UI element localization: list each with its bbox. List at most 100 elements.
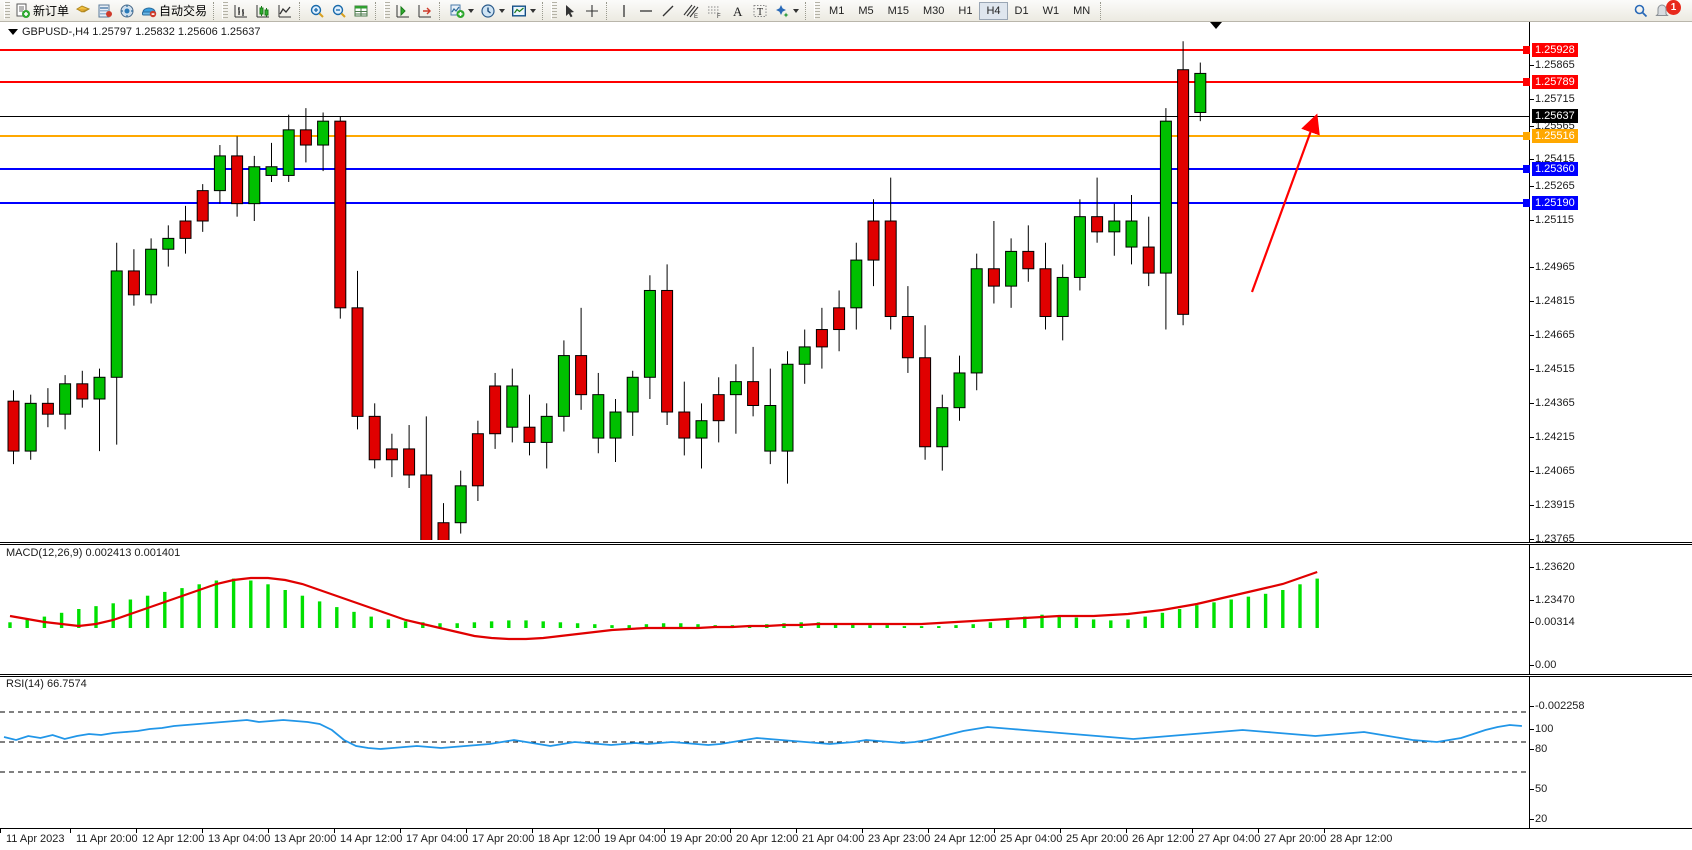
toolbar-separator-7 <box>805 1 809 20</box>
autoscroll-button[interactable] <box>392 1 414 21</box>
timeframe-h4[interactable]: H4 <box>979 1 1008 20</box>
line-chart-button[interactable] <box>274 1 296 21</box>
trendline-button[interactable] <box>657 1 679 21</box>
time-label: 12 Apr 12:00 <box>135 828 205 845</box>
timeframe-m5[interactable]: M5 <box>858 4 874 17</box>
rsi-panel-divider[interactable] <box>0 674 1692 677</box>
time-label: 17 Apr 20:00 <box>465 828 535 845</box>
vertical-line-button[interactable] <box>613 1 635 21</box>
toolbar-separator-1 <box>213 1 217 20</box>
alerts-button[interactable]: 1 <box>1652 0 1684 21</box>
price-tag-resistance[interactable]: 1.25789 <box>1532 75 1578 89</box>
time-label: 19 Apr 20:00 <box>663 828 733 845</box>
vertical-line-icon <box>616 3 632 19</box>
timeframe-m15[interactable]: M15 <box>887 4 909 17</box>
profile-button[interactable] <box>72 1 94 21</box>
price-tag-current-price[interactable]: 1.25637 <box>1532 109 1578 123</box>
templates-icon <box>511 3 527 19</box>
zoom-out-button[interactable] <box>328 1 350 21</box>
time-label: 25 Apr 04:00 <box>993 828 1063 845</box>
timeframe-m30[interactable]: M30 <box>923 4 945 17</box>
chevron-down-icon-3[interactable] <box>530 8 537 13</box>
autoscroll-icon <box>395 3 411 19</box>
chevron-down-icon[interactable] <box>468 8 475 13</box>
new-order-button[interactable]: 新订单 <box>12 1 72 21</box>
chart-shift-button[interactable] <box>414 1 436 21</box>
bullish-arrow-annotation[interactable] <box>1230 112 1360 302</box>
cursor-button[interactable] <box>559 1 581 21</box>
toolbar-grip-5[interactable] <box>814 2 821 19</box>
price-tick: 1.23620 <box>1530 561 1575 573</box>
toolbar-grip[interactable] <box>4 2 10 19</box>
timeframe-mn[interactable]: MN <box>1073 4 1091 17</box>
market-watch-icon <box>141 3 157 19</box>
templates-button[interactable] <box>508 1 539 21</box>
price-tick: 1.25715 <box>1530 93 1575 105</box>
crosshair-button[interactable] <box>581 1 603 21</box>
grid-button[interactable] <box>350 1 372 21</box>
horizontal-line-button[interactable] <box>635 1 657 21</box>
time-label: 27 Apr 04:00 <box>1191 828 1261 845</box>
time-label: 19 Apr 04:00 <box>597 828 667 845</box>
macd-tick-top: 0.00314 <box>1530 616 1575 628</box>
timeframe-m1[interactable]: M1 <box>829 4 845 17</box>
price-tick: 1.24965 <box>1530 261 1575 273</box>
navigator-button[interactable] <box>116 1 138 21</box>
time-label: 23 Apr 23:00 <box>861 828 931 845</box>
time-axis[interactable]: 11 Apr 2023 11 Apr 20:00 12 Apr 12:00 13… <box>0 828 1692 850</box>
auto-trading-button[interactable]: 自动交易 <box>138 1 210 21</box>
data-window-button[interactable] <box>94 1 116 21</box>
toolbar-grip-2[interactable] <box>222 2 229 19</box>
cursor-icon <box>562 3 578 19</box>
time-label: 14 Apr 12:00 <box>333 828 403 845</box>
macd-tick-bottom: -0.002258 <box>1530 700 1585 712</box>
chevron-down-icon-2[interactable] <box>499 8 506 13</box>
shapes-button[interactable] <box>771 1 802 21</box>
price-tag-take-profit-1[interactable]: 1.25360 <box>1532 162 1578 176</box>
timeframe-h1[interactable]: H1 <box>958 4 973 17</box>
price-tick: 1.23470 <box>1530 594 1575 606</box>
svg-text:A: A <box>733 4 743 19</box>
chart-expand-arrow-icon[interactable] <box>8 29 18 35</box>
fibonacci-button[interactable]: F <box>703 1 727 21</box>
period-button[interactable] <box>477 1 508 21</box>
macd-label[interactable]: MACD(12,26,9) 0.002413 0.001401 <box>6 547 181 559</box>
main-toolbar: 新订单 <box>0 0 1692 22</box>
price-tick: 1.24665 <box>1530 329 1575 341</box>
time-label: 20 Apr 12:00 <box>729 828 799 845</box>
shapes-icon <box>774 3 790 19</box>
toolbar-separator-6 <box>606 1 610 20</box>
candlestick-series <box>7 41 1207 540</box>
price-tag-entry[interactable]: 1.25516 <box>1532 129 1578 143</box>
timeframe-d1[interactable]: D1 <box>1014 4 1029 17</box>
line-chart-icon <box>277 3 293 19</box>
zoom-in-button[interactable] <box>306 1 328 21</box>
time-label: 13 Apr 20:00 <box>267 828 337 845</box>
macd-panel-divider[interactable] <box>0 542 1692 545</box>
equidistant-channel-button[interactable]: E <box>679 1 703 21</box>
chevron-down-icon-4[interactable] <box>793 8 800 13</box>
price-tag-take-profit-2[interactable]: 1.25190 <box>1532 196 1578 210</box>
price-tag-stop-loss[interactable]: 1.25928 <box>1532 43 1578 57</box>
auto-trading-label: 自动交易 <box>159 4 208 18</box>
search-button[interactable] <box>1630 1 1652 21</box>
toolbar-grip-3[interactable] <box>384 2 391 19</box>
timeframe-w1[interactable]: W1 <box>1042 4 1060 17</box>
candlestick-chart-button[interactable] <box>252 1 274 21</box>
data-window-icon <box>97 3 113 19</box>
price-tick: 1.24515 <box>1530 363 1575 375</box>
toolbar-grip-4[interactable] <box>551 2 558 19</box>
add-indicator-button[interactable] <box>446 1 477 21</box>
add-indicator-icon <box>449 3 465 19</box>
chart-area[interactable]: GBPUSD-,H4 1.25797 1.25832 1.25606 1.256… <box>0 22 1692 828</box>
search-icon <box>1633 3 1649 19</box>
text-button[interactable]: A <box>727 1 749 21</box>
bar-chart-button[interactable] <box>230 1 252 21</box>
rsi-label[interactable]: RSI(14) 66.7574 <box>6 678 87 690</box>
text-label-button[interactable]: T <box>749 1 771 21</box>
price-axis[interactable]: 1.25865 1.25715 1.25565 1.25415 1.25265 … <box>1529 22 1692 828</box>
current-bar-marker-icon <box>1210 22 1222 29</box>
toolbar-separator-3 <box>375 1 379 20</box>
rsi-tick-20: 20 <box>1529 813 1548 825</box>
